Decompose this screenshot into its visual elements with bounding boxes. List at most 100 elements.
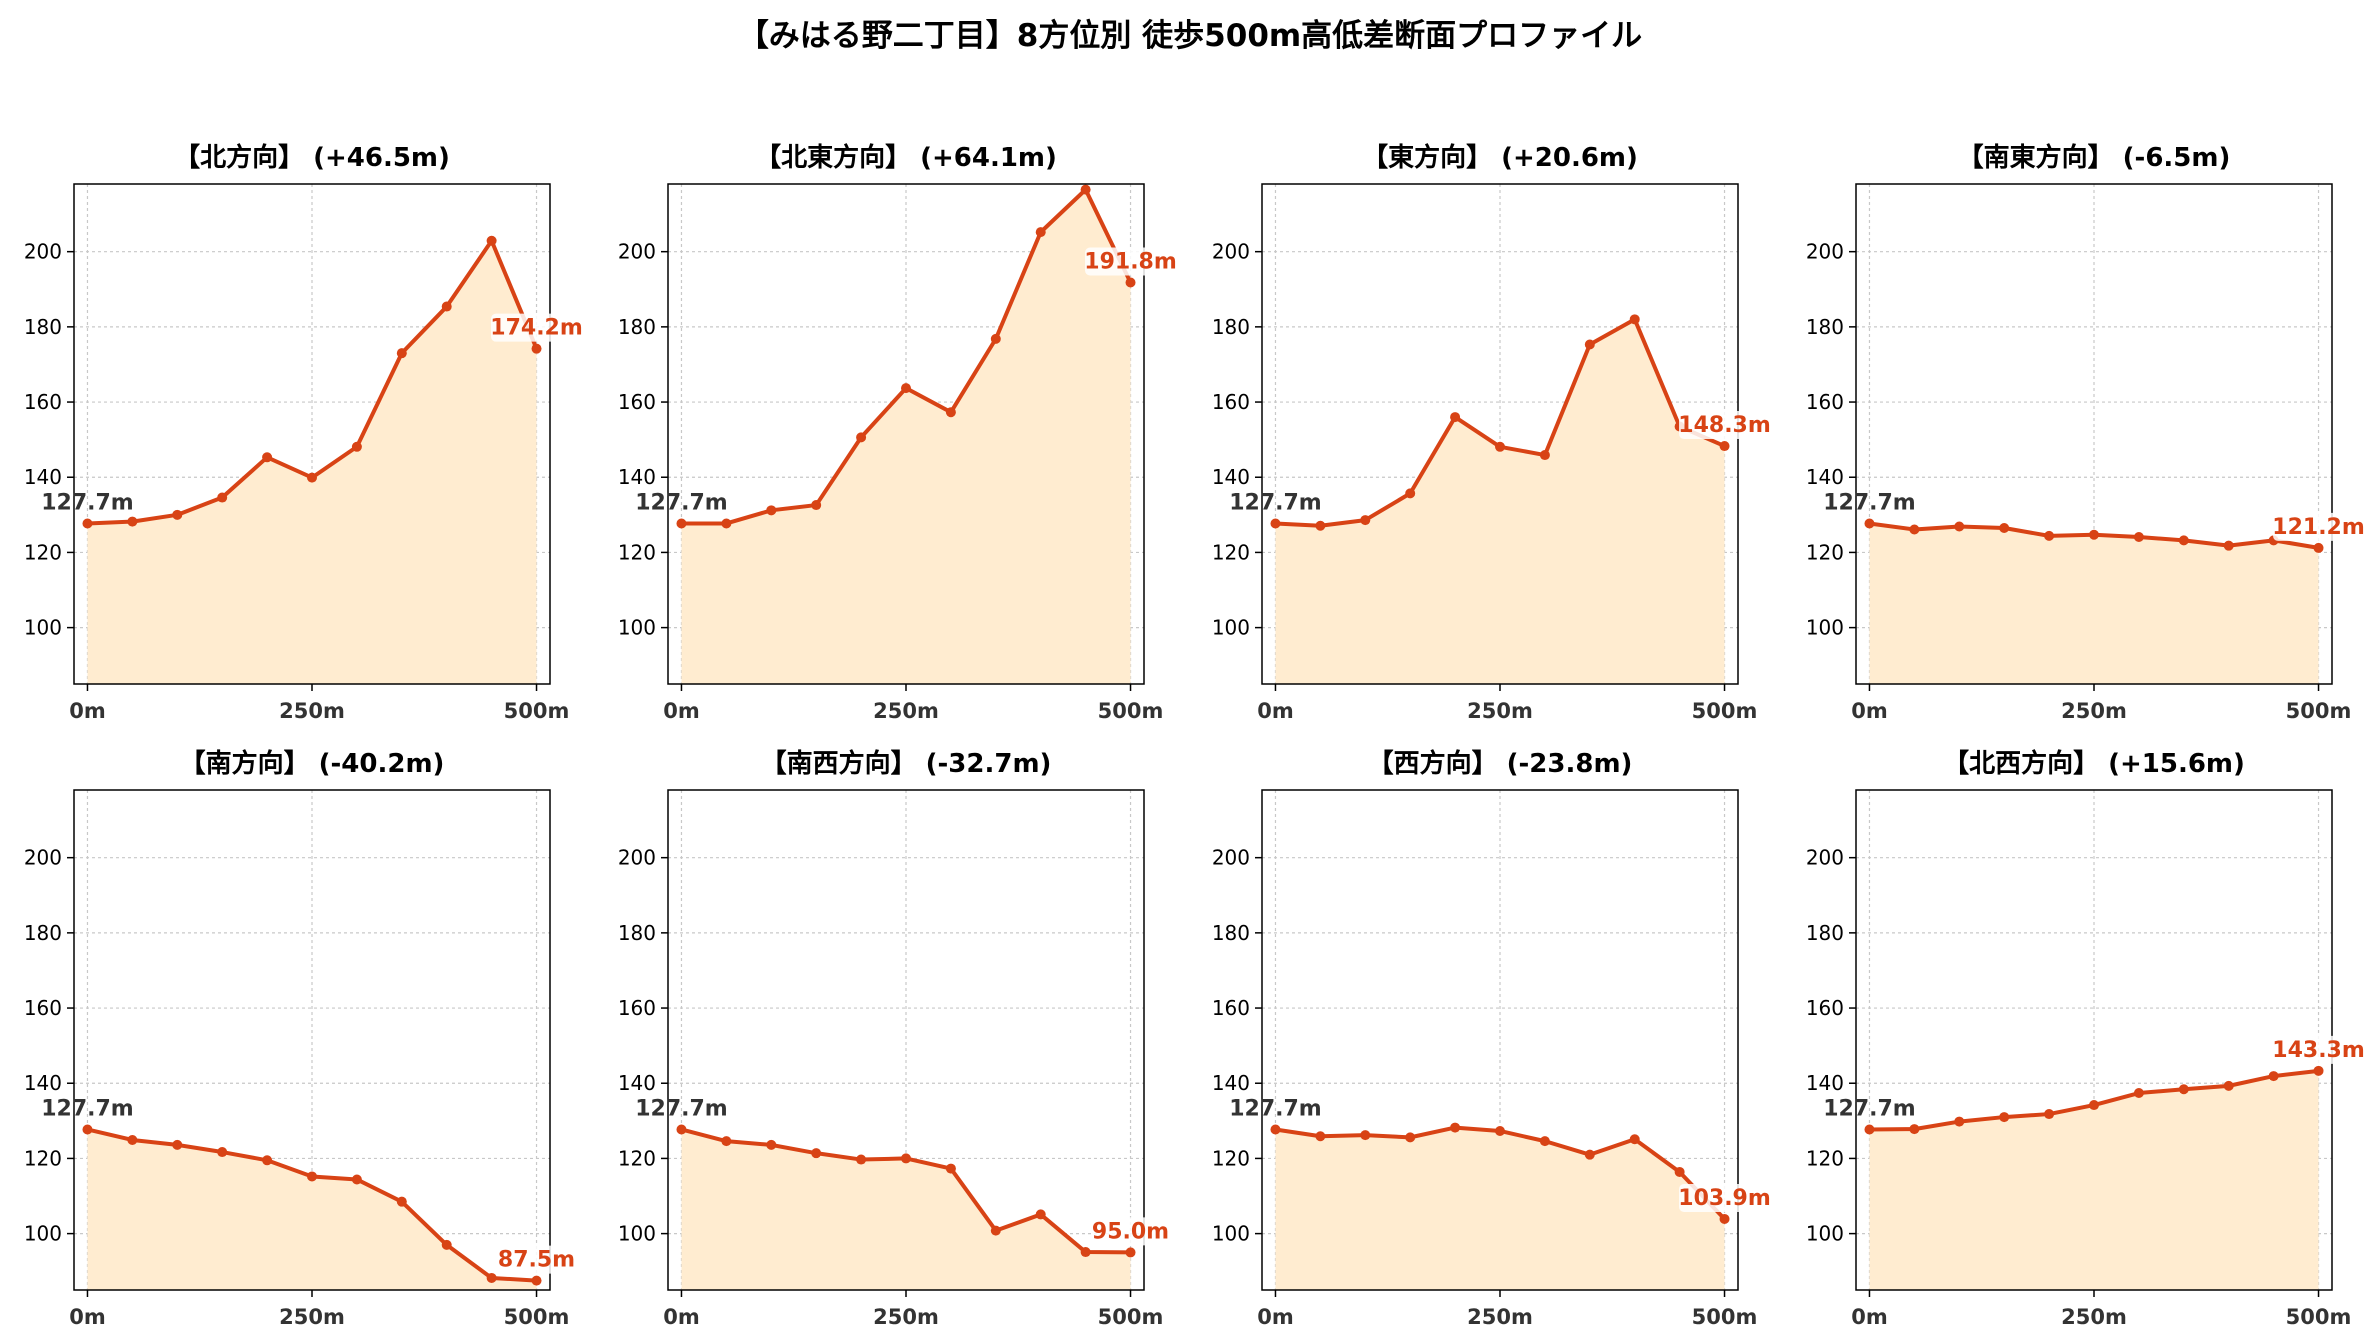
- y-tick-label: 120: [1212, 1146, 1250, 1170]
- y-tick-label: 200: [618, 846, 656, 870]
- profile-point: [1035, 227, 1046, 238]
- y-tick-label: 200: [1212, 846, 1250, 870]
- end-value-label: 121.2m: [2272, 515, 2365, 540]
- x-tick-label: 0m: [1257, 699, 1294, 723]
- profile-area: [87, 1129, 537, 1290]
- y-tick-label: 140: [24, 1071, 62, 1095]
- end-value-label: 191.8m: [1084, 249, 1177, 274]
- profile-point: [351, 441, 362, 452]
- profile-point: [676, 1124, 687, 1135]
- profile-point: [1125, 1247, 1136, 1258]
- profile-point: [721, 1136, 732, 1147]
- y-tick-label: 180: [1212, 315, 1250, 339]
- profile-point: [2089, 1100, 2099, 1111]
- profile-point: [82, 1124, 93, 1135]
- panel-6: 【西方向】 (-23.8m) 0m 250m 500m 100 120 140 160 180 2…: [1212, 748, 1771, 1329]
- profile-point: [2313, 542, 2324, 553]
- profile-point: [172, 509, 183, 520]
- panel-title: 【東方向】 (+20.6m): [1362, 142, 1638, 173]
- profile-point: [2133, 1088, 2144, 1099]
- profile-area: [87, 240, 537, 684]
- x-tick-label: 500m: [1098, 699, 1164, 723]
- y-tick-label: 180: [618, 921, 656, 945]
- end-value-label: 174.2m: [490, 316, 583, 341]
- start-value-label: 127.7m: [41, 490, 134, 515]
- profile-point: [2089, 529, 2099, 540]
- end-label-box: [1679, 411, 1771, 440]
- end-label-box: [497, 1245, 576, 1274]
- profile-point: [1584, 339, 1595, 350]
- panel-2: 【東方向】 (+20.6m) 0m 250m 500m 100 120 140 160 180 2…: [1212, 142, 1771, 723]
- y-tick-label: 180: [618, 315, 656, 339]
- y-tick-label: 120: [24, 540, 62, 564]
- profile-point: [127, 516, 138, 527]
- y-tick-label: 140: [618, 1071, 656, 1095]
- profile-point: [1360, 515, 1371, 526]
- profile-point: [1360, 1130, 1371, 1141]
- y-tick-label: 200: [1212, 240, 1250, 264]
- profile-point: [1954, 521, 1965, 532]
- panel-3: 【南東方向】 (-6.5m) 0m 250m 500m 100 120 140 160 180 2…: [1806, 142, 2365, 723]
- profile-point: [1405, 1132, 1416, 1143]
- profile-point: [531, 1275, 542, 1286]
- profile-point: [1999, 522, 2010, 533]
- profile-point: [1495, 441, 1505, 452]
- start-value-label: 127.7m: [1823, 1096, 1916, 1121]
- x-tick-label: 250m: [873, 699, 939, 723]
- x-tick-label: 500m: [504, 1305, 570, 1329]
- profile-point: [990, 333, 1001, 344]
- y-tick-label: 140: [618, 465, 656, 489]
- panel-1: 【北東方向】 (+64.1m) 0m 250m 500m 100 120 140 160 180…: [618, 142, 1177, 723]
- y-tick-label: 120: [1806, 540, 1844, 564]
- start-value-label: 127.7m: [1229, 1096, 1322, 1121]
- profile-point: [486, 235, 497, 246]
- profile-point: [766, 505, 777, 516]
- x-tick-label: 500m: [2286, 699, 2352, 723]
- profile-point: [1864, 1124, 1875, 1135]
- profile-point: [441, 301, 452, 312]
- panel-title: 【北方向】 (+46.5m): [174, 142, 450, 173]
- start-value-label: 127.7m: [41, 1096, 134, 1121]
- end-value-label: 143.3m: [2272, 1038, 2365, 1063]
- y-tick-label: 180: [24, 921, 62, 945]
- profile-area: [1275, 319, 1725, 684]
- end-label-box: [1085, 247, 1177, 276]
- profile-point: [856, 1154, 867, 1165]
- y-tick-label: 140: [1806, 465, 1844, 489]
- profile-point: [1270, 1124, 1281, 1135]
- panel-5: 【南西方向】 (-32.7m) 0m 250m 500m 100 120 140 160 180…: [618, 748, 1170, 1329]
- profile-point: [2223, 1080, 2234, 1091]
- x-tick-label: 500m: [1692, 1305, 1758, 1329]
- profile-point: [2044, 1109, 2055, 1120]
- y-tick-label: 160: [24, 390, 62, 414]
- x-tick-label: 0m: [1851, 1305, 1888, 1329]
- start-value-label: 127.7m: [635, 1096, 728, 1121]
- x-tick-label: 500m: [1098, 1305, 1164, 1329]
- profile-point: [1999, 1112, 2010, 1123]
- profile-point: [531, 343, 542, 354]
- y-tick-label: 200: [1806, 240, 1844, 264]
- profile-point: [307, 1171, 317, 1182]
- profile-point: [351, 1174, 362, 1185]
- y-tick-label: 180: [24, 315, 62, 339]
- y-tick-label: 100: [1212, 616, 1250, 640]
- end-value-label: 148.3m: [1678, 413, 1771, 438]
- x-tick-label: 0m: [1257, 1305, 1294, 1329]
- y-tick-label: 160: [1806, 390, 1844, 414]
- start-value-label: 127.7m: [1823, 490, 1916, 515]
- y-tick-label: 120: [1806, 1146, 1844, 1170]
- y-tick-label: 180: [1806, 921, 1844, 945]
- profile-point: [1629, 1134, 1640, 1145]
- profile-point: [1584, 1149, 1595, 1160]
- y-tick-label: 140: [1806, 1071, 1844, 1095]
- end-label-box: [1091, 1217, 1170, 1246]
- x-tick-label: 0m: [663, 1305, 700, 1329]
- profile-point: [441, 1239, 452, 1250]
- figure-title: 【みはる野二丁目】8方位別 徒歩500m高低差断面プロファイル: [738, 18, 1642, 54]
- profile-point: [1539, 450, 1550, 461]
- x-tick-label: 0m: [69, 1305, 106, 1329]
- profile-point: [856, 432, 867, 443]
- y-tick-label: 180: [1806, 315, 1844, 339]
- y-tick-label: 140: [24, 465, 62, 489]
